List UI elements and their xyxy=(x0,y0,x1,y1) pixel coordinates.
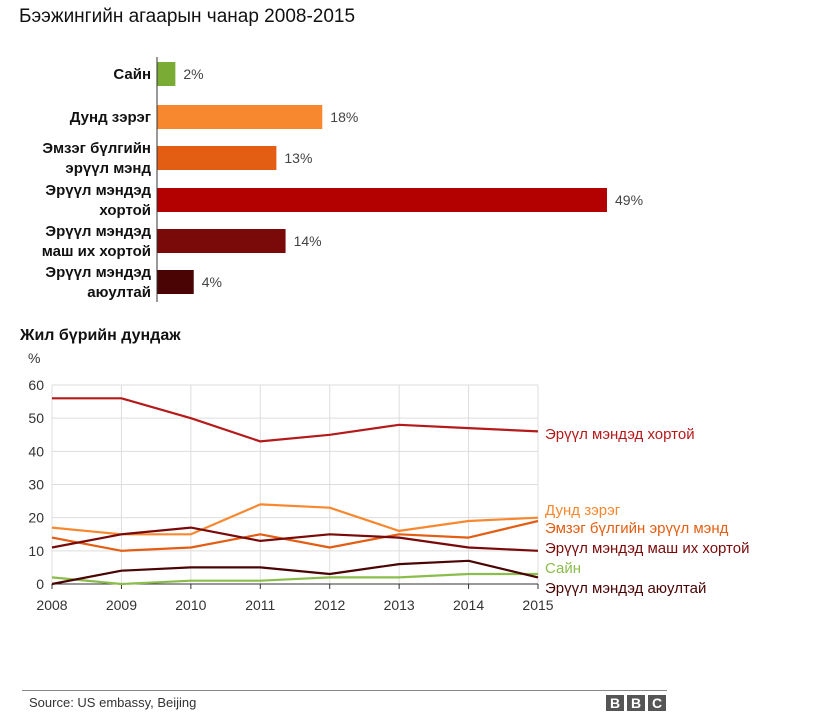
bar-category-label: Сайн xyxy=(113,66,151,83)
bar xyxy=(157,270,194,294)
bar-category-label: Эрүүл мэндэд xyxy=(45,223,151,240)
x-tick-label: 2013 xyxy=(384,597,415,613)
bar-value-label: 13% xyxy=(284,150,312,166)
source-note: Source: US embassy, Beijing xyxy=(29,695,197,710)
x-tick-label: 2011 xyxy=(245,597,275,613)
bbc-logo-letter: B xyxy=(606,695,624,711)
x-tick-label: 2008 xyxy=(36,597,67,613)
bar-category-label: Эрүүл мэндэд xyxy=(45,182,151,199)
series-label: Эрүүл мэндэд хортой xyxy=(545,426,695,443)
bar xyxy=(157,105,323,129)
series-line xyxy=(52,397,539,443)
bbc-logo-letter: B xyxy=(627,695,645,711)
bar-category-label: аюултай xyxy=(87,284,151,301)
y-tick-label: 60 xyxy=(28,377,44,393)
y-tick-label: 20 xyxy=(28,510,44,526)
x-tick-label: 2015 xyxy=(522,597,553,613)
y-tick-label: 50 xyxy=(28,410,44,426)
y-axis-label: % xyxy=(28,350,40,366)
series-label: Эрүүл мэндэд маш их хортой xyxy=(545,540,749,557)
chart-canvas: 2% Сайн 18% Дунд зэрэг 13% Эмзэг бүлгийн эрүүл… xyxy=(19,57,749,613)
bar-category-label: Эрүүл мэндэд xyxy=(45,264,151,281)
series-line xyxy=(51,526,539,552)
bbc-logo: B B C xyxy=(606,695,666,711)
bar-value-label: 18% xyxy=(330,109,358,125)
x-tick-label: 2010 xyxy=(175,597,206,613)
series-label: Дунд зэрэг xyxy=(545,502,621,519)
bar xyxy=(157,146,277,170)
series-line xyxy=(51,519,539,552)
bar xyxy=(157,62,176,86)
x-tick-label: 2012 xyxy=(314,597,345,613)
bar-value-label: 2% xyxy=(183,66,203,82)
chart-title: Бээжингийн агаарын чанар 2008-2015 xyxy=(19,6,356,27)
series-line xyxy=(51,572,538,586)
series-label: Сайн xyxy=(545,560,581,577)
y-tick-label: 40 xyxy=(28,443,44,459)
series-line xyxy=(51,503,539,536)
y-tick-label: 0 xyxy=(36,576,44,592)
bar-value-label: 4% xyxy=(202,274,222,290)
bar-category-label: хортой xyxy=(99,202,151,219)
series-line xyxy=(51,559,539,586)
y-tick-label: 30 xyxy=(28,477,44,493)
bar-value-label: 14% xyxy=(294,233,322,249)
bar xyxy=(157,188,607,212)
bar-category-label: маш их хортой xyxy=(42,243,151,260)
bar-category-label: Дунд зэрэг xyxy=(70,109,151,126)
bbc-logo-letter: C xyxy=(648,695,666,711)
footer-divider xyxy=(22,690,667,691)
bar-category-label: эрүүл мэнд xyxy=(65,160,151,177)
bar-value-label: 49% xyxy=(615,192,643,208)
y-tick-label: 10 xyxy=(28,543,44,559)
series-label: Эрүүл мэндэд аюултай xyxy=(545,580,706,597)
bar-category-label: Эмзэг бүлгийн xyxy=(42,140,151,157)
x-tick-label: 2014 xyxy=(453,597,484,613)
x-tick-label: 2009 xyxy=(106,597,137,613)
series-label: Эмзэг бүлгийн эрүүл мэнд xyxy=(545,520,729,537)
line-chart-title: Жил бүрийн дундаж xyxy=(19,327,181,344)
bar xyxy=(157,229,286,253)
